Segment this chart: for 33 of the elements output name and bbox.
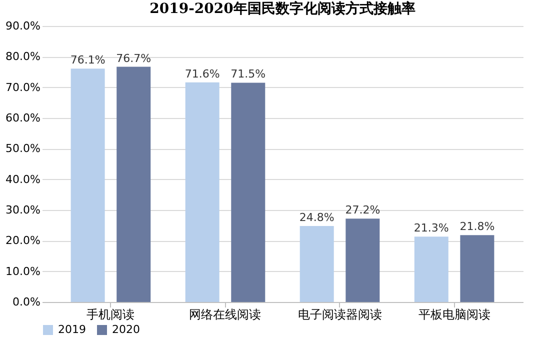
bar (414, 236, 448, 302)
bar (300, 226, 334, 302)
x-tick-label: 平板电脑阅读 (418, 308, 490, 322)
bar (346, 218, 380, 302)
legend-label: 2019 (58, 323, 86, 336)
x-tick-label: 电子阅读器阅读 (298, 308, 382, 322)
bar (116, 66, 151, 302)
y-tick-label: 90.0% (6, 20, 40, 32)
bar (231, 82, 266, 302)
y-tick-label: 80.0% (6, 50, 40, 64)
legend-label: 2020 (112, 323, 140, 336)
data-label: 21.3% (414, 222, 449, 235)
data-label: 27.2% (345, 204, 380, 217)
data-label: 71.5% (230, 68, 266, 81)
y-tick-label: 0.0% (12, 296, 40, 308)
data-label: 71.6% (184, 67, 220, 80)
y-tick-label: 10.0% (6, 264, 40, 278)
y-tick-label: 20.0% (6, 234, 40, 248)
x-tick-label: 手机阅读 (86, 308, 135, 322)
y-tick-label: 50.0% (6, 142, 40, 156)
x-tick-label: 网络在线阅读 (189, 308, 262, 322)
y-tick-label: 30.0% (6, 204, 40, 216)
y-tick-label: 60.0% (6, 112, 40, 124)
bar (460, 235, 494, 302)
chart-title: 2019-2020年国民数字化阅读方式接触率 (150, 0, 416, 17)
bar (70, 68, 105, 302)
bar (185, 82, 220, 302)
y-tick-label: 40.0% (6, 172, 40, 186)
data-label: 24.8% (299, 210, 334, 224)
y-tick-label: 70.0% (6, 80, 40, 94)
data-label: 21.8% (460, 220, 495, 234)
data-label: 76.1% (70, 54, 106, 67)
data-label: 76.7% (116, 52, 152, 65)
